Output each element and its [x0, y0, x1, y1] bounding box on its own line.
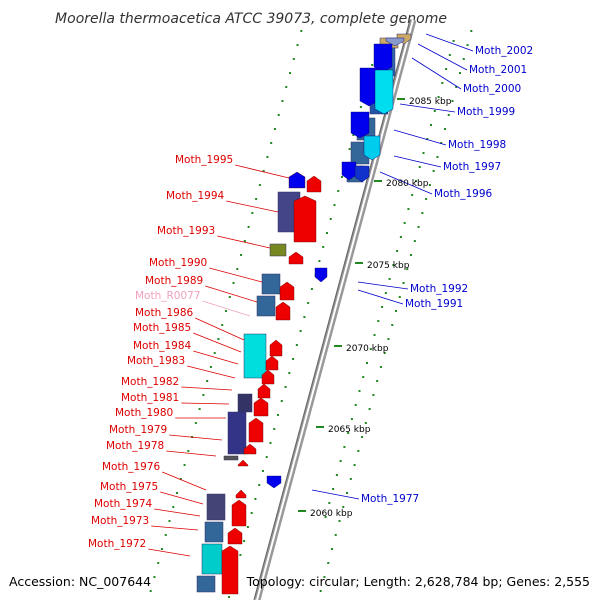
- gene-label-moth-1977[interactable]: Moth_1977: [361, 493, 419, 505]
- gene-label-moth-1981[interactable]: Moth_1981: [121, 392, 179, 404]
- gene-label-moth-1985[interactable]: Moth_1985: [133, 322, 191, 334]
- gene-label-moth-1986[interactable]: Moth_1986: [135, 307, 194, 319]
- domain-box: [243, 333, 267, 379]
- tick-label: 2060 kbp: [310, 509, 353, 519]
- forward-gene[interactable]: [293, 195, 317, 243]
- gene-label-moth-1996[interactable]: Moth_1996: [434, 188, 493, 200]
- gene-label-moth-1990[interactable]: Moth_1990: [149, 257, 207, 269]
- forward-gene[interactable]: [221, 545, 239, 595]
- reverse-gene[interactable]: [266, 475, 282, 489]
- tick-label: 2085 kbp: [409, 97, 452, 107]
- reverse-gene[interactable]: [341, 161, 357, 181]
- scale-ticks: 2085 kbp 2080 kbp 2075 kbp 2070 kbp 2065 kbp…: [298, 97, 452, 519]
- reverse-gene[interactable]: [373, 43, 393, 73]
- gene-label-moth-1984[interactable]: Moth_1984: [133, 340, 192, 352]
- label-leaders: Moth_1995 Moth_1994 Moth_1993 Moth_1990 Moth…: [88, 33, 533, 557]
- gene-label-moth-1983[interactable]: Moth_1983: [127, 355, 185, 367]
- gene-label-moth-1999[interactable]: Moth_1999: [457, 106, 515, 118]
- reverse-strand-genes: [266, 33, 412, 489]
- domain-box: [204, 521, 224, 543]
- gene-label-moth-1974[interactable]: Moth_1974: [94, 498, 153, 510]
- reverse-gene[interactable]: [354, 165, 370, 183]
- domain-box: [201, 543, 223, 575]
- domain-box: [227, 411, 247, 455]
- forward-gene[interactable]: [231, 499, 247, 527]
- gene-label-moth-1976[interactable]: Moth_1976: [102, 461, 161, 473]
- forward-gene[interactable]: [261, 369, 275, 385]
- forward-gene[interactable]: [279, 281, 295, 301]
- domain-box: [206, 493, 226, 521]
- forward-gene[interactable]: [265, 355, 279, 371]
- forward-gene[interactable]: [253, 397, 269, 417]
- gene-label-moth-r0077[interactable]: Moth_R0077: [135, 290, 201, 302]
- gene-label-moth-1991[interactable]: Moth_1991: [405, 298, 463, 310]
- domain-box: [261, 273, 281, 295]
- gene-label-moth-1975[interactable]: Moth_1975: [100, 481, 158, 493]
- gene-label-moth-1995[interactable]: Moth_1995: [175, 154, 233, 166]
- forward-gene[interactable]: [237, 459, 249, 467]
- reverse-gene[interactable]: [374, 69, 394, 115]
- gene-label-moth-1982[interactable]: Moth_1982: [121, 376, 179, 388]
- gene-label-moth-1994[interactable]: Moth_1994: [166, 190, 225, 202]
- track-dots: [149, 30, 473, 598]
- forward-gene[interactable]: [227, 527, 243, 545]
- gene-label-moth-2000[interactable]: Moth_2000: [463, 83, 521, 95]
- forward-gene[interactable]: [288, 251, 304, 265]
- reverse-gene[interactable]: [385, 37, 405, 47]
- tick-label: 2070 kbp: [346, 344, 389, 354]
- tick-label: 2075 kbp: [367, 261, 410, 271]
- gene-label-moth-1993[interactable]: Moth_1993: [157, 225, 215, 237]
- forward-gene[interactable]: [243, 443, 257, 455]
- reverse-gene[interactable]: [350, 111, 370, 139]
- tick-label: 2080 kbp: [386, 179, 429, 189]
- reverse-gene[interactable]: [359, 67, 379, 107]
- forward-gene[interactable]: [269, 339, 283, 357]
- forward-gene[interactable]: [257, 383, 271, 399]
- reverse-gene[interactable]: [314, 267, 328, 283]
- forward-gene[interactable]: [235, 489, 247, 499]
- tick-label: 2065 kbp: [328, 425, 371, 435]
- gene-label-moth-1989[interactable]: Moth_1989: [145, 275, 203, 287]
- gene-label-moth-1972[interactable]: Moth_1972: [88, 538, 146, 550]
- gene-label-moth-1980[interactable]: Moth_1980: [115, 407, 173, 419]
- domain-box: [223, 455, 239, 461]
- gene-label-moth-2001[interactable]: Moth_2001: [469, 64, 527, 76]
- gene-label-moth-1973[interactable]: Moth_1973: [91, 515, 149, 527]
- genome-backbone: [253, 19, 417, 600]
- forward-strand-genes: [221, 171, 322, 595]
- gene-label-moth-1998[interactable]: Moth_1998: [448, 139, 506, 151]
- topology-text: Topology: circular; Length: 2,628,784 bp…: [246, 574, 590, 589]
- gene-label-moth-1979[interactable]: Moth_1979: [109, 424, 167, 436]
- forward-gene[interactable]: [288, 171, 306, 189]
- gene-label-moth-1997[interactable]: Moth_1997: [443, 161, 501, 173]
- gene-label-moth-1978[interactable]: Moth_1978: [106, 440, 164, 452]
- domain-box: [196, 575, 216, 593]
- forward-gene[interactable]: [306, 175, 322, 193]
- forward-gene[interactable]: [275, 301, 291, 321]
- gene-label-moth-1992[interactable]: Moth_1992: [410, 283, 468, 295]
- domain-box: [269, 243, 287, 257]
- accession-text: Accession: NC_007644: [9, 574, 151, 589]
- domain-box: [256, 295, 276, 317]
- domain-box: [237, 393, 253, 413]
- forward-gene[interactable]: [248, 417, 264, 443]
- gene-label-moth-2002[interactable]: Moth_2002: [475, 45, 533, 57]
- reverse-gene[interactable]: [363, 135, 381, 161]
- map-title: Moorella thermoacetica ATCC 39073, compl…: [55, 11, 447, 27]
